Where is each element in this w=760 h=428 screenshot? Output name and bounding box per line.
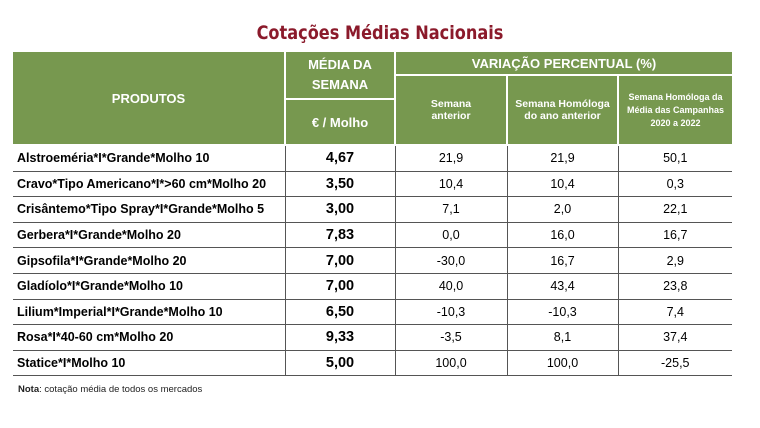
var-previous-week: 21,9 <box>394 145 508 172</box>
product-name: Cravo*Tipo Americano*I*>60 cm*Molho 20 <box>13 171 286 198</box>
var-campaign-average: 22,1 <box>617 196 733 223</box>
table-row: Cravo*Tipo Americano*I*>60 cm*Molho 20 3,… <box>13 171 733 198</box>
var-campaign-average: 7,4 <box>617 299 733 326</box>
var-previous-week: -30,0 <box>394 247 508 274</box>
table-row: Crisântemo*Tipo Spray*I*Grande*Molho 5 3,… <box>13 196 733 223</box>
weekly-average: 4,67 <box>284 145 396 172</box>
note-text: : cotação média de todos os mercados <box>39 384 203 395</box>
weekly-average: 7,83 <box>284 222 396 249</box>
var-same-week-last-year: 100,0 <box>506 350 619 377</box>
page-title: Cotações Médias Nacionais <box>256 22 504 44</box>
note-label: Nota <box>18 384 40 395</box>
weekly-average: 9,33 <box>284 324 396 351</box>
table-row: Gipsofila*I*Grande*Molho 20 7,00 -30,0 16,7… <box>13 247 733 274</box>
table-row: Statice*I*Molho 10 5,00 100,0 100,0 -25,5 <box>13 350 733 377</box>
var-same-week-last-year: 43,4 <box>506 273 619 300</box>
var-previous-week: 0,0 <box>394 222 508 249</box>
product-name: Rosa*I*40-60 cm*Molho 20 <box>13 324 286 351</box>
weekly-average: 6,50 <box>284 299 396 326</box>
product-name: Gipsofila*I*Grande*Molho 20 <box>13 247 286 274</box>
var-campaign-average: 23,8 <box>617 273 733 300</box>
var-same-week-last-year: 10,4 <box>506 171 619 198</box>
product-name: Gladíolo*I*Grande*Molho 10 <box>13 273 286 300</box>
header-variacao: VARIAÇÃO PERCENTUAL (%) <box>393 50 733 76</box>
table-row: Gerbera*I*Grande*Molho 20 7,83 0,0 16,0 16,7 <box>13 222 733 249</box>
table-row: Rosa*I*40-60 cm*Molho 20 9,33 -3,5 8,1 37,4 <box>13 324 733 351</box>
weekly-average: 7,00 <box>284 247 396 274</box>
table-row: Gladíolo*I*Grande*Molho 10 7,00 40,0 43,4 23… <box>13 273 733 300</box>
var-previous-week: 10,4 <box>394 171 508 198</box>
weekly-average: 7,00 <box>284 273 396 300</box>
product-name: Statice*I*Molho 10 <box>13 350 286 377</box>
var-campaign-average: 37,4 <box>617 324 733 351</box>
table-row: Lilium*Imperial*I*Grande*Molho 10 6,50 -10… <box>13 299 733 326</box>
weekly-average: 3,50 <box>284 171 396 198</box>
var-campaign-average: 0,3 <box>617 171 733 198</box>
var-previous-week: 100,0 <box>394 350 508 377</box>
var-previous-week: 40,0 <box>394 273 508 300</box>
header-campanhas: Semana Homóloga da Média das Campanhas 2… <box>616 74 733 146</box>
var-same-week-last-year: 21,9 <box>506 145 619 172</box>
var-same-week-last-year: -10,3 <box>506 299 619 326</box>
product-name: Alstroeméria*I*Grande*Molho 10 <box>13 145 286 172</box>
var-campaign-average: 2,9 <box>617 247 733 274</box>
table-row: Alstroeméria*I*Grande*Molho 10 4,67 21,9 21… <box>13 145 733 172</box>
var-same-week-last-year: 2,0 <box>506 196 619 223</box>
header-produtos: PRODUTOS <box>13 50 286 146</box>
var-same-week-last-year: 8,1 <box>506 324 619 351</box>
product-name: Lilium*Imperial*I*Grande*Molho 10 <box>13 299 286 326</box>
weekly-average: 5,00 <box>284 350 396 377</box>
header-semana-anterior: Semana anterior <box>394 74 508 146</box>
product-name: Gerbera*I*Grande*Molho 20 <box>13 222 286 249</box>
header-semana-homologa: Semana Homóloga do ano anterior <box>506 74 619 146</box>
var-same-week-last-year: 16,0 <box>506 222 619 249</box>
var-campaign-average: 16,7 <box>617 222 733 249</box>
var-campaign-average: 50,1 <box>617 145 733 172</box>
footnote: Nota: cotação média de todos os mercados <box>18 384 202 395</box>
header-media: MÉDIA DA SEMANA <box>284 50 396 100</box>
var-previous-week: -3,5 <box>394 324 508 351</box>
var-previous-week: -10,3 <box>394 299 508 326</box>
var-campaign-average: -25,5 <box>617 350 733 377</box>
weekly-average: 3,00 <box>284 196 396 223</box>
header-unit: € / Molho <box>284 98 396 146</box>
price-table: PRODUTOS MÉDIA DA SEMANA VARIAÇÃO PERCEN… <box>13 50 733 377</box>
product-name: Crisântemo*Tipo Spray*I*Grande*Molho 5 <box>13 196 286 223</box>
var-same-week-last-year: 16,7 <box>506 247 619 274</box>
var-previous-week: 7,1 <box>394 196 508 223</box>
